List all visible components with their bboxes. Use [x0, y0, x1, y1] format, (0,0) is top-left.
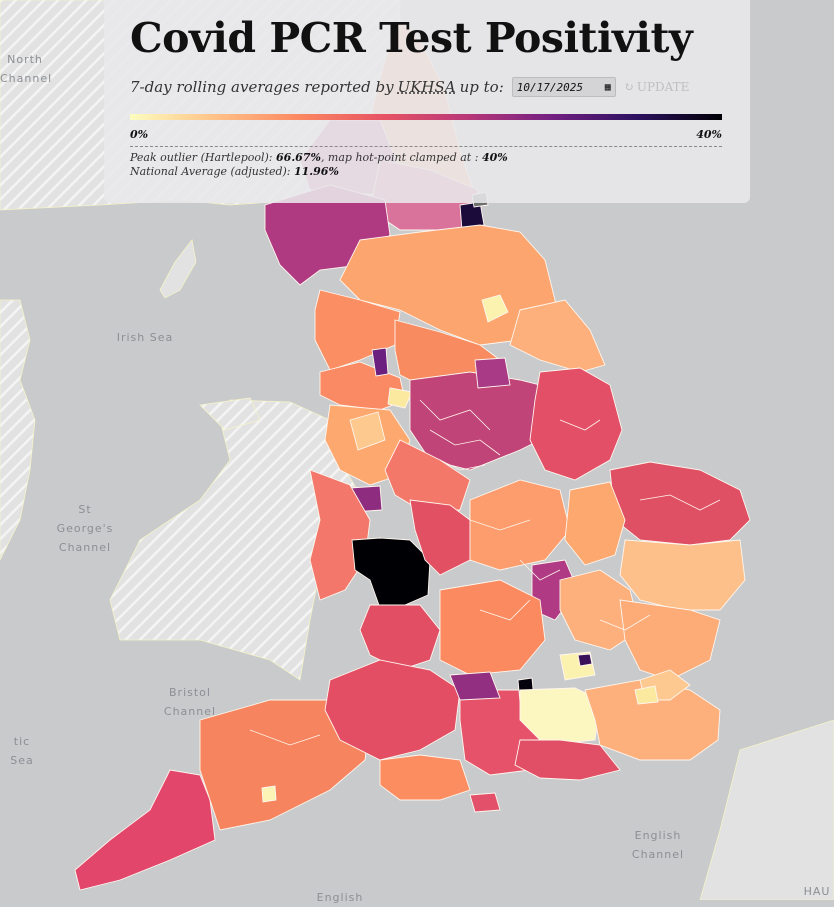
subtitle: 7-day rolling averages reported by UKHSA…	[130, 76, 689, 98]
france-land	[699, 719, 834, 900]
divider	[130, 146, 722, 147]
region-northants[interactable]	[469, 479, 571, 571]
region-dorset[interactable]	[379, 754, 471, 801]
region-isle-of-wight[interactable]	[469, 792, 501, 813]
region-gloucester[interactable]	[359, 604, 441, 671]
date-value: 10/17/2025	[516, 80, 584, 94]
region-berkshire-purple[interactable]	[449, 671, 501, 701]
region-cheshire-yellow[interactable]	[387, 387, 413, 409]
region-lincolnshire[interactable]	[529, 367, 623, 481]
english-channel-label: English Channel	[631, 829, 685, 861]
celtic-sea-label: tic Sea	[10, 735, 34, 767]
region-kent-yellow[interactable]	[634, 685, 659, 705]
district-border	[519, 559, 561, 581]
region-norfolk[interactable]	[609, 461, 751, 546]
scale-max-label: 40%	[696, 128, 722, 141]
north-channel-label: North Channel	[0, 53, 53, 85]
region-cheshire-lightyellow[interactable]	[349, 411, 386, 451]
region-dorset-yellow[interactable]	[261, 785, 277, 803]
st-georges-channel-label: St George's Channel	[56, 503, 114, 554]
notes: Peak outlier (Hartlepool): 66.67%, map h…	[130, 151, 508, 179]
region-somerset[interactable]	[324, 659, 461, 761]
region-east-yorkshire[interactable]	[509, 299, 606, 373]
scale-min-label: 0%	[130, 128, 149, 141]
region-south-yorkshire-purple[interactable]	[474, 357, 511, 389]
date-input[interactable]: 10/17/2025 ▦	[511, 77, 616, 97]
peak-note: Peak outlier (Hartlepool): 66.67%, map h…	[130, 151, 508, 164]
update-label: UPDATE	[636, 80, 690, 94]
peak-value: 66.67%	[276, 151, 321, 164]
subtitle-suffix: up to:	[459, 78, 504, 96]
region-sussex[interactable]	[514, 739, 621, 781]
irish-sea-label: Irish Sea	[116, 331, 174, 344]
region-surrey-yellow[interactable]	[519, 687, 601, 746]
region-borders	[249, 399, 721, 746]
district-border	[469, 519, 531, 531]
color-scale-bar	[130, 114, 722, 120]
region-cambridge[interactable]	[564, 481, 626, 566]
ireland-land	[0, 299, 36, 561]
district-border	[599, 614, 651, 631]
district-border	[639, 494, 721, 511]
region-london-purple[interactable]	[577, 653, 593, 667]
update-button[interactable]: ↻ UPDATE	[624, 80, 690, 94]
france-label: HAU	[803, 885, 831, 898]
source-link[interactable]: UKHSA	[397, 78, 456, 96]
district-border	[479, 599, 531, 621]
region-devon[interactable]	[199, 699, 371, 831]
district-border	[559, 419, 601, 431]
calendar-icon[interactable]: ▦	[604, 81, 611, 93]
region-york-yellow[interactable]	[481, 294, 509, 323]
region-manchester-purple[interactable]	[371, 347, 389, 377]
bristol-channel-label: Bristol Channel	[163, 686, 217, 718]
refresh-icon: ↻	[623, 80, 634, 94]
isle-of-man	[159, 239, 197, 299]
clamp-value: 40%	[481, 151, 508, 164]
region-wiltshire-area[interactable]	[439, 579, 546, 676]
info-panel: Covid PCR Test Positivity 7-day rolling …	[104, 0, 750, 203]
region-cornwall-area[interactable]	[74, 769, 216, 891]
national-value: 11.96%	[294, 165, 339, 178]
region-essex[interactable]	[619, 599, 721, 681]
page-title: Covid PCR Test Positivity	[130, 14, 693, 62]
region-suffolk[interactable]	[619, 539, 746, 611]
district-border	[429, 429, 501, 456]
district-border	[439, 459, 486, 471]
region-worcester[interactable]	[409, 499, 471, 576]
english-bottom-label: English	[316, 891, 364, 904]
national-note: National Average (adjusted): 11.96%	[130, 165, 339, 178]
anglesey	[199, 397, 261, 431]
region-herefordshire-black[interactable]	[351, 537, 431, 609]
district-border	[249, 729, 321, 746]
district-border	[419, 399, 491, 431]
subtitle-prefix: 7-day rolling averages reported by	[130, 78, 394, 96]
